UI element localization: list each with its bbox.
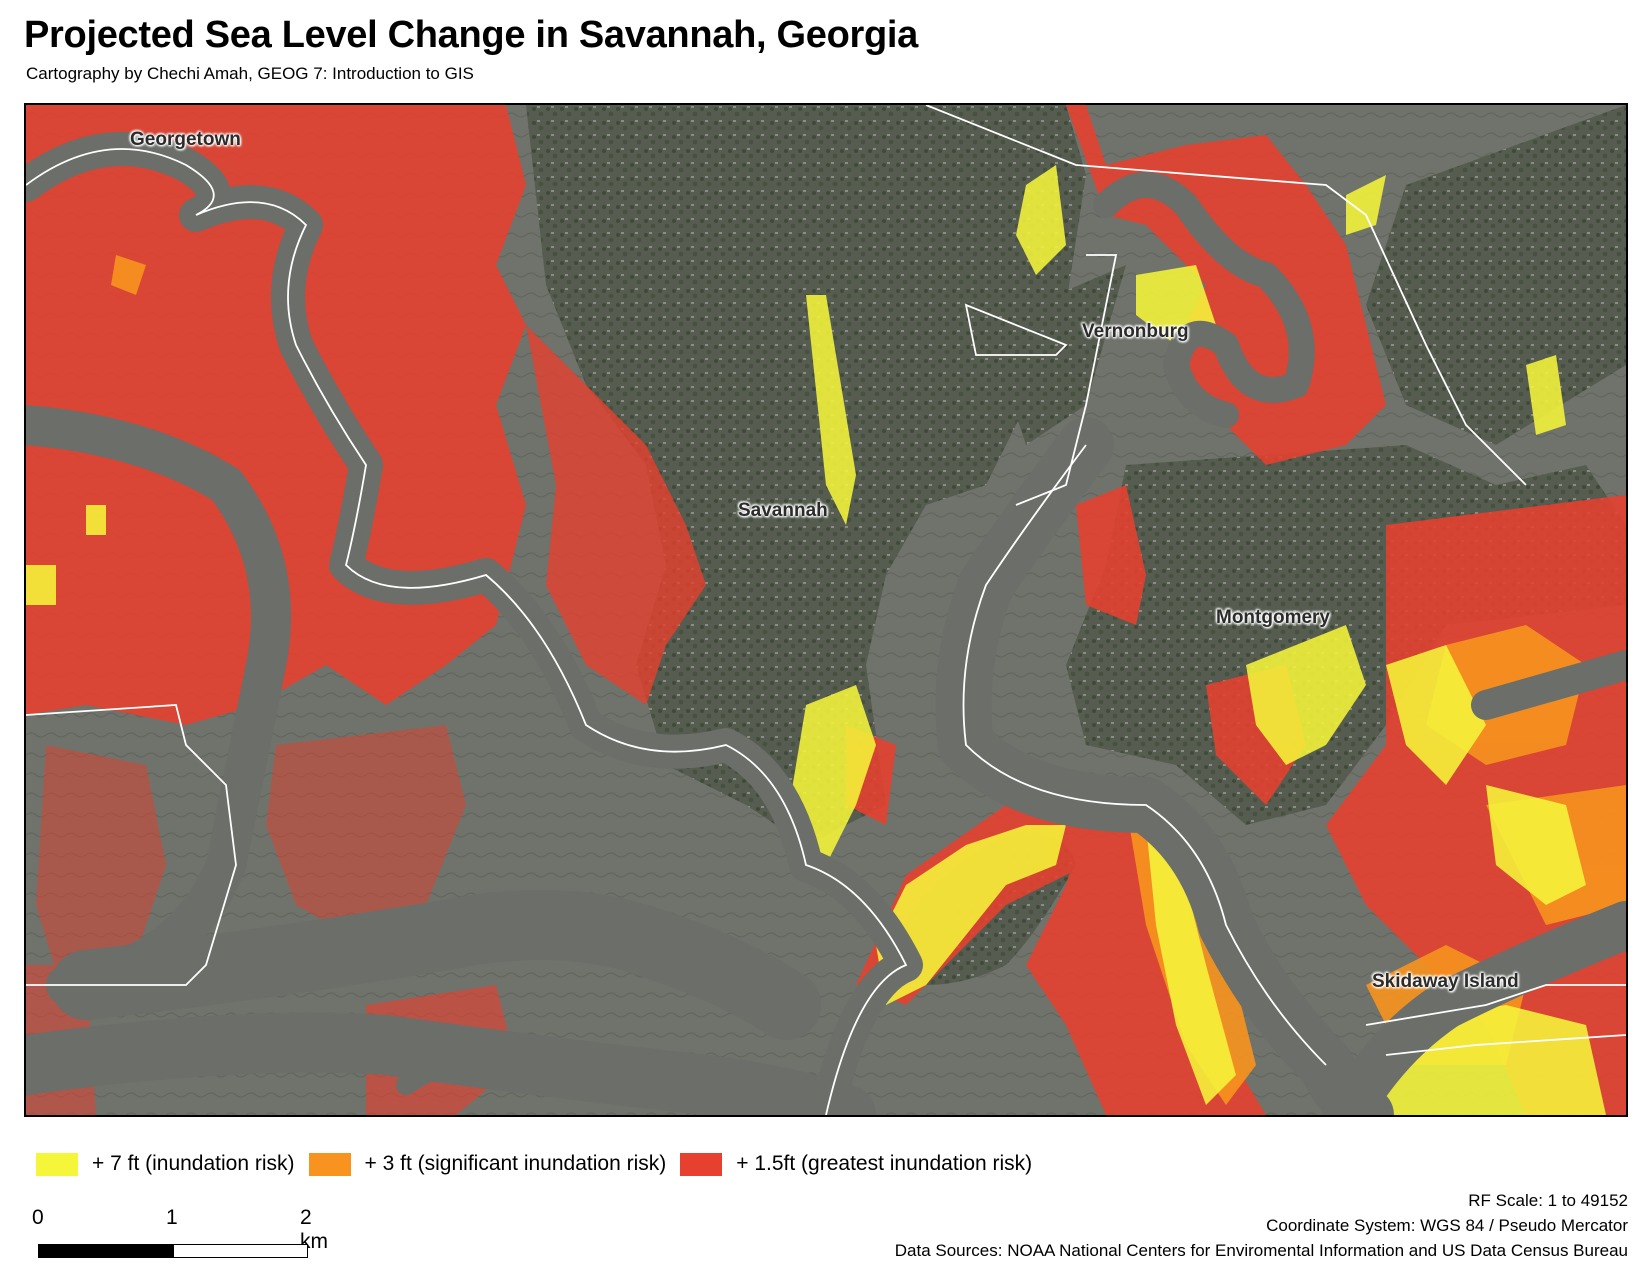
scale-tick-0: 0 <box>32 1206 44 1229</box>
place-label-vernonburg: Vernonburg <box>1082 321 1189 342</box>
data-sources: Data Sources: NOAA National Centers for … <box>894 1241 1628 1260</box>
coordinate-system: Coordinate System: WGS 84 / Pseudo Merca… <box>1266 1216 1628 1235</box>
map-subtitle: Cartography by Chechi Amah, GEOG 7: Intr… <box>26 64 474 83</box>
legend-item-3ft: + 3 ft (significant inundation risk) <box>308 1152 667 1176</box>
urban-savannah <box>526 105 1086 845</box>
scale-tick-1: 1 <box>166 1206 178 1229</box>
legend-swatch-3ft <box>308 1152 351 1176</box>
map-frame[interactable]: Georgetown Savannah Vernonburg Montgomer… <box>24 103 1628 1117</box>
legend-label-3ft: + 3 ft (significant inundation risk) <box>364 1152 667 1175</box>
place-label-skidaway-island: Skidaway Island <box>1372 971 1519 992</box>
rise-7ft-layer <box>26 165 1606 1115</box>
legend-swatch-1-5ft <box>680 1152 723 1176</box>
map-info: RF Scale: 1 to 49152 Coordinate System: … <box>895 1188 1628 1263</box>
boundaries <box>26 105 1626 1115</box>
urban-northeast <box>1366 105 1626 445</box>
rf-scale: RF Scale: 1 to 49152 <box>1468 1191 1628 1210</box>
legend-swatch-7ft <box>36 1152 78 1176</box>
scale-bar: 0 1 2 km <box>32 1206 336 1266</box>
place-label-montgomery: Montgomery <box>1216 607 1330 628</box>
legend-label-1-5ft: + 1.5ft (greatest inundation risk) <box>736 1152 1033 1175</box>
map-title: Projected Sea Level Change in Savannah, … <box>24 14 918 56</box>
place-label-savannah: Savannah <box>738 500 828 521</box>
legend-item-7ft: + 7 ft (inundation risk) <box>36 1152 295 1176</box>
place-label-georgetown: Georgetown <box>130 129 241 150</box>
scale-bar-black-segment <box>38 1244 174 1258</box>
legend-label-7ft: + 7 ft (inundation risk) <box>92 1152 295 1175</box>
scale-bar-white-segment <box>173 1244 308 1258</box>
legend-item-1-5ft: + 1.5ft (greatest inundation risk) <box>680 1152 1032 1176</box>
legend: + 7 ft (inundation risk) + 3 ft (signifi… <box>36 1152 1046 1176</box>
map-canvas[interactable] <box>26 105 1626 1115</box>
